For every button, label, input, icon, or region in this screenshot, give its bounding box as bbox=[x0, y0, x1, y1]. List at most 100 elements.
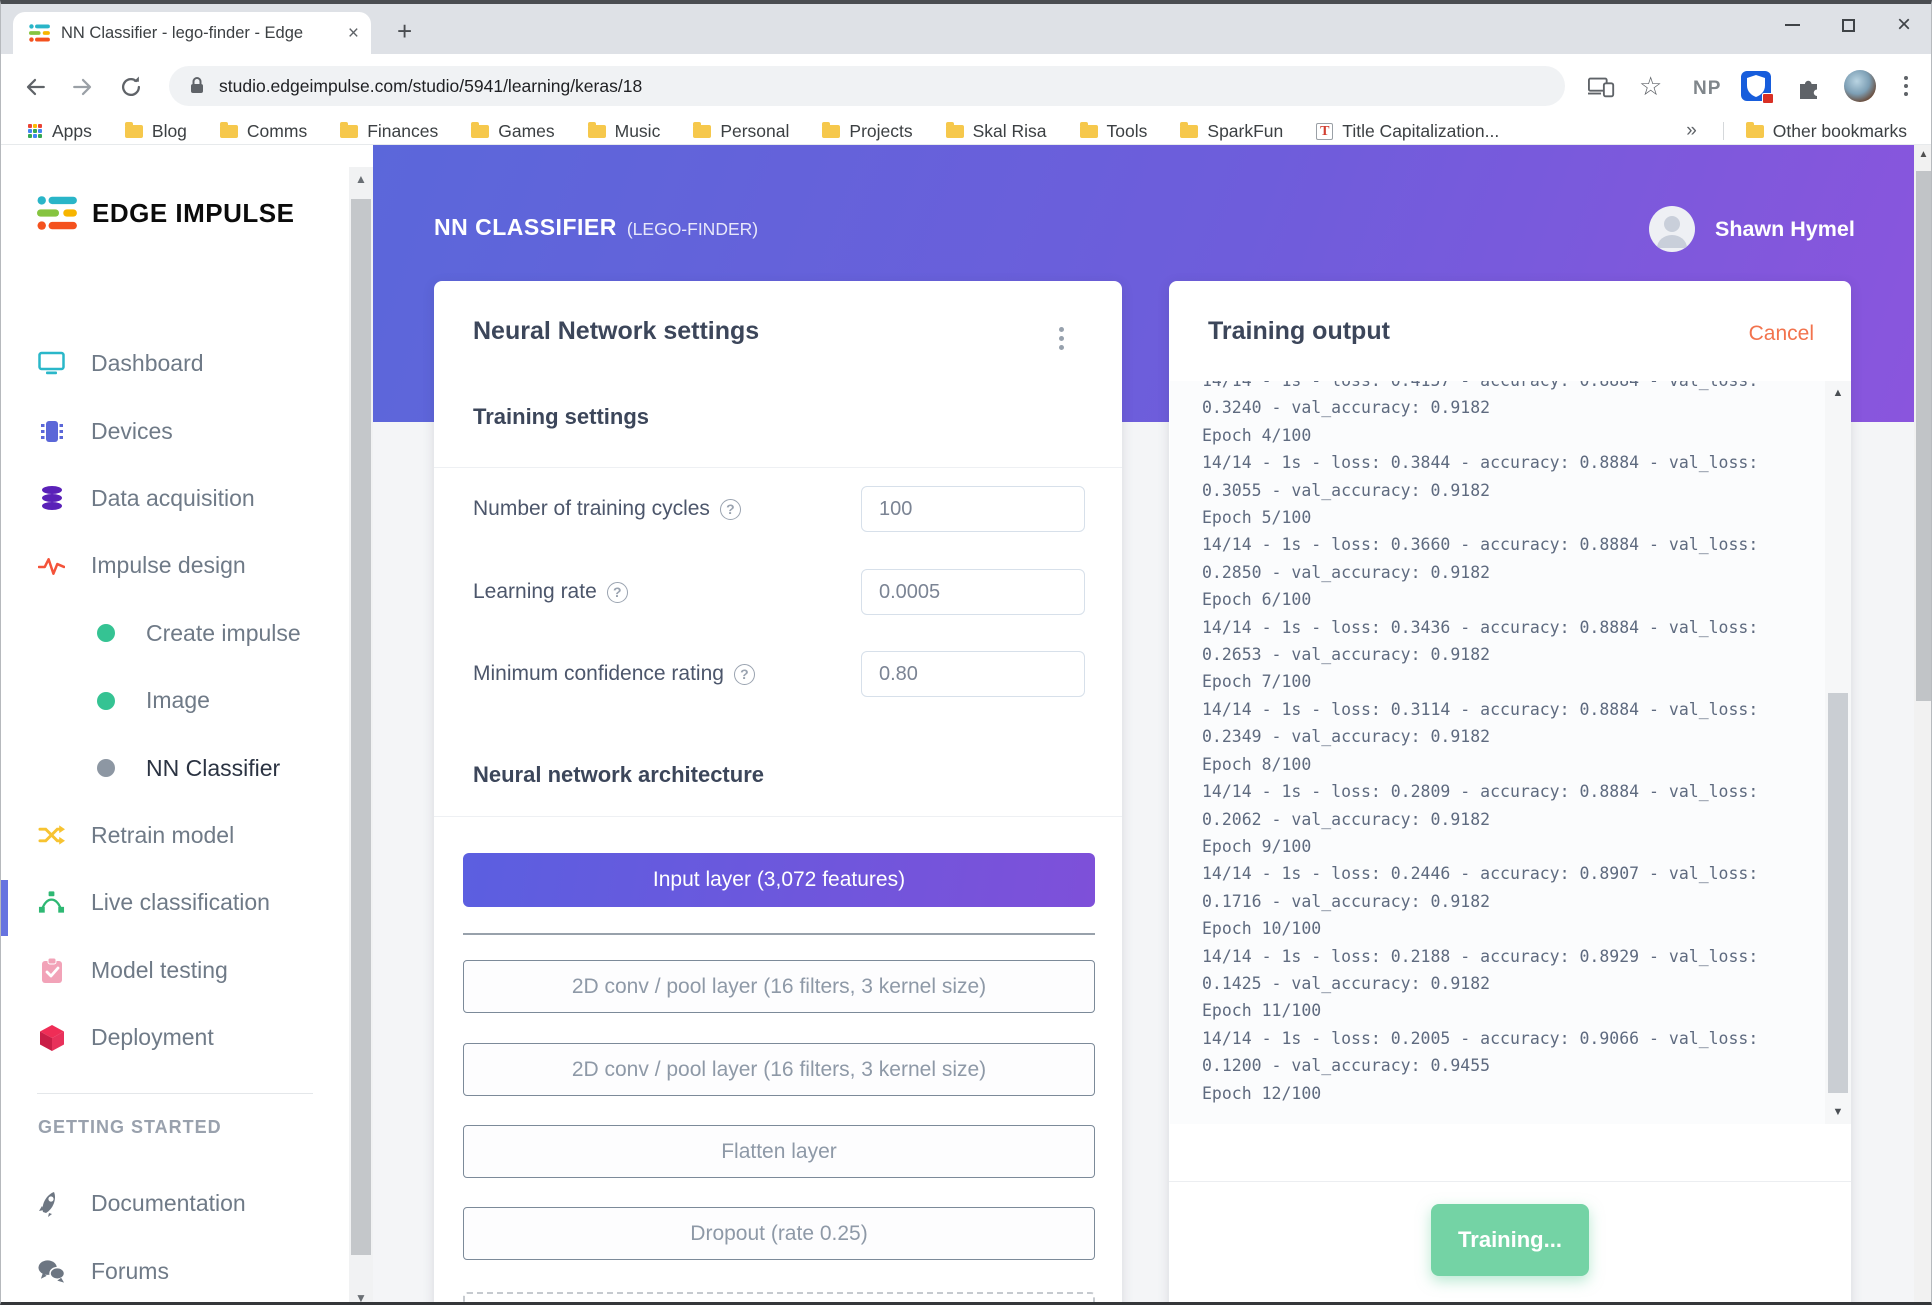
scroll-down-arrow-icon[interactable]: ▼ bbox=[1832, 1106, 1844, 1118]
browser-tab[interactable]: NN Classifier - lego-finder - Edge × bbox=[13, 12, 371, 54]
edge-impulse-logo[interactable]: EDGE IMPULSE bbox=[37, 195, 294, 231]
forward-button[interactable] bbox=[69, 73, 97, 101]
console-line: Epoch 4/100 bbox=[1202, 425, 1312, 445]
sidebar-item-data-acquisition[interactable]: Data acquisition bbox=[1, 465, 349, 532]
console-line: 0.3055 - val_accuracy: 0.9182 bbox=[1202, 480, 1491, 500]
window-minimize-button[interactable] bbox=[1784, 24, 1800, 26]
other-bookmarks-button[interactable]: Other bookmarks bbox=[1745, 121, 1907, 142]
sidebar-item-image[interactable]: Image bbox=[1, 667, 349, 734]
sidebar-item-deployment[interactable]: Deployment bbox=[1, 1004, 349, 1071]
training-status-button[interactable]: Training... bbox=[1431, 1204, 1589, 1276]
sidebar-item-live-classification[interactable]: Live classification bbox=[1, 869, 349, 936]
content-left-scrollbar[interactable]: ▲ ▼ bbox=[349, 167, 373, 1305]
password-manager-extension-icon[interactable] bbox=[1741, 71, 1774, 104]
input-layer-button[interactable]: Input layer (3,072 features) bbox=[463, 853, 1095, 907]
active-item-indicator bbox=[1, 880, 8, 936]
bookmark-item[interactable]: Games bbox=[471, 121, 555, 142]
console-line: Epoch 12/100 bbox=[1202, 1083, 1322, 1103]
window-close-button[interactable]: × bbox=[1896, 11, 1911, 38]
add-layer-dropzone[interactable] bbox=[463, 1292, 1095, 1302]
browser-toolbar: studio.edgeimpulse.com/studio/5941/learn… bbox=[1, 54, 1931, 118]
console-line: 0.1200 - val_accuracy: 0.9455 bbox=[1202, 1056, 1491, 1076]
confidence-rating-label: Minimum confidence rating ? bbox=[473, 662, 755, 686]
folder-icon bbox=[587, 121, 606, 138]
user-menu[interactable]: Shawn Hymel bbox=[1649, 206, 1855, 252]
bezier-icon bbox=[38, 889, 65, 916]
bookmark-star-icon[interactable]: ☆ bbox=[1639, 71, 1663, 101]
console-line: 0.1716 - val_accuracy: 0.9182 bbox=[1202, 891, 1491, 911]
extensions-puzzle-icon[interactable] bbox=[1795, 73, 1823, 101]
scrollbar-thumb[interactable] bbox=[351, 199, 371, 1255]
scroll-up-arrow-icon[interactable]: ▲ bbox=[355, 172, 367, 186]
training-cycles-input[interactable] bbox=[861, 486, 1085, 532]
dropout-layer-button[interactable]: Dropout (rate 0.25) bbox=[463, 1207, 1095, 1260]
folder-icon bbox=[822, 121, 841, 138]
bookmarks-bar: Apps Blog Comms Finances bbox=[1, 118, 1931, 145]
layer-connector-line bbox=[463, 933, 1095, 935]
cancel-training-link[interactable]: Cancel bbox=[1748, 322, 1814, 345]
window-controls: × bbox=[1784, 4, 1923, 46]
sidebar-item-forums[interactable]: Forums bbox=[1, 1237, 349, 1302]
user-avatar[interactable] bbox=[1649, 206, 1695, 252]
folder-icon bbox=[340, 121, 359, 138]
address-bar[interactable]: studio.edgeimpulse.com/studio/5941/learn… bbox=[169, 66, 1565, 106]
help-icon[interactable]: ? bbox=[733, 663, 755, 685]
console-scrollbar[interactable]: ▲ ▼ bbox=[1825, 381, 1851, 1124]
scroll-up-arrow-icon[interactable]: ▲ bbox=[1832, 387, 1844, 399]
conv-layer-1-button[interactable]: 2D conv / pool layer (16 filters, 3 kern… bbox=[463, 960, 1095, 1013]
edge-impulse-favicon-icon bbox=[29, 23, 51, 43]
url-text[interactable]: studio.edgeimpulse.com/studio/5941/learn… bbox=[219, 75, 643, 96]
learning-rate-input[interactable] bbox=[861, 569, 1085, 615]
help-icon[interactable]: ? bbox=[719, 498, 741, 520]
page-title: NN CLASSIFIER bbox=[434, 214, 617, 240]
profile-initials-label[interactable]: NP bbox=[1693, 78, 1722, 99]
conv-layer-2-button[interactable]: 2D conv / pool layer (16 filters, 3 kern… bbox=[463, 1043, 1095, 1096]
console-line: 14/14 - 1s - loss: 0.3114 - accuracy: 0.… bbox=[1202, 699, 1759, 719]
confidence-rating-input[interactable] bbox=[861, 651, 1085, 697]
sidebar-item-retrain-model[interactable]: Retrain model bbox=[1, 802, 349, 869]
browser-scrollbar[interactable]: ▲ bbox=[1914, 145, 1931, 1302]
bookmark-item[interactable]: Personal bbox=[693, 121, 789, 142]
window-maximize-button[interactable] bbox=[1841, 18, 1855, 32]
bookmark-item[interactable]: Skal Risa bbox=[945, 121, 1047, 142]
bookmark-item[interactable]: Title Capitalization... bbox=[1316, 121, 1499, 142]
scrollbar-thumb[interactable] bbox=[1828, 693, 1848, 1093]
bookmark-item[interactable]: Blog bbox=[124, 121, 187, 142]
chrome-menu-icon[interactable] bbox=[1904, 76, 1908, 80]
edge-impulse-logo-icon bbox=[37, 195, 79, 231]
bookmarks-overflow-button[interactable]: » bbox=[1686, 120, 1697, 141]
console-line: 14/14 - 1s - loss: 0.2809 - accuracy: 0.… bbox=[1202, 782, 1759, 802]
sidebar-item-impulse-design[interactable]: Impulse design bbox=[1, 532, 349, 599]
bookmark-item[interactable]: Comms bbox=[219, 121, 307, 142]
sidebar-item-dashboard[interactable]: Dashboard bbox=[1, 330, 349, 397]
sidebar-item-documentation[interactable]: Documentation bbox=[1, 1170, 349, 1237]
reload-button[interactable] bbox=[117, 73, 145, 101]
bookmark-item[interactable]: Tools bbox=[1079, 121, 1147, 142]
training-console[interactable]: 14/14 - 1s - loss: 0.4157 - accuracy: 0.… bbox=[1170, 381, 1825, 1124]
section-divider bbox=[434, 467, 1122, 468]
new-tab-button[interactable]: + bbox=[397, 16, 413, 46]
sidebar-item-nn-classifier[interactable]: NN Classifier bbox=[1, 734, 349, 801]
send-to-devices-icon[interactable] bbox=[1587, 73, 1615, 101]
tab-close-icon[interactable]: × bbox=[347, 22, 359, 44]
console-line: 14/14 - 1s - loss: 0.4157 - accuracy: 0.… bbox=[1202, 381, 1825, 394]
console-log: 14/14 - 1s - loss: 0.4157 - accuracy: 0.… bbox=[1202, 381, 1825, 1107]
bookmark-item[interactable]: Music bbox=[587, 121, 660, 142]
card-menu-icon[interactable] bbox=[1059, 327, 1064, 332]
scroll-down-arrow-icon[interactable]: ▼ bbox=[355, 1291, 367, 1305]
console-line: 0.2349 - val_accuracy: 0.9182 bbox=[1202, 727, 1491, 747]
flatten-layer-button[interactable]: Flatten layer bbox=[463, 1125, 1095, 1178]
back-button[interactable] bbox=[21, 73, 49, 101]
scrollbar-thumb[interactable] bbox=[1916, 171, 1931, 701]
scroll-up-arrow-icon[interactable]: ▲ bbox=[1918, 149, 1929, 160]
bookmark-item[interactable]: Finances bbox=[340, 121, 438, 142]
sidebar-item-devices[interactable]: Devices bbox=[1, 397, 349, 464]
bookmark-item[interactable]: Apps bbox=[27, 121, 92, 142]
bookmark-item[interactable]: Projects bbox=[822, 121, 913, 142]
https-lock-icon[interactable] bbox=[187, 75, 207, 97]
sidebar-item-create-impulse[interactable]: Create impulse bbox=[1, 600, 349, 667]
bookmark-item[interactable]: SparkFun bbox=[1180, 121, 1283, 142]
sidebar-item-model-testing[interactable]: Model testing bbox=[1, 937, 349, 1004]
profile-avatar[interactable] bbox=[1844, 70, 1876, 102]
help-icon[interactable]: ? bbox=[606, 581, 628, 603]
